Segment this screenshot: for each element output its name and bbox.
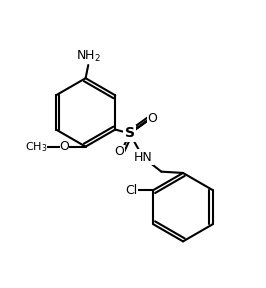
- Text: NH$_2$: NH$_2$: [76, 49, 101, 64]
- Text: O: O: [60, 140, 69, 153]
- Text: CH$_3$: CH$_3$: [25, 140, 47, 154]
- Text: Cl: Cl: [125, 183, 137, 197]
- Text: O: O: [147, 113, 157, 126]
- Text: HN: HN: [134, 151, 152, 164]
- Text: O: O: [114, 145, 124, 158]
- Text: S: S: [125, 126, 135, 141]
